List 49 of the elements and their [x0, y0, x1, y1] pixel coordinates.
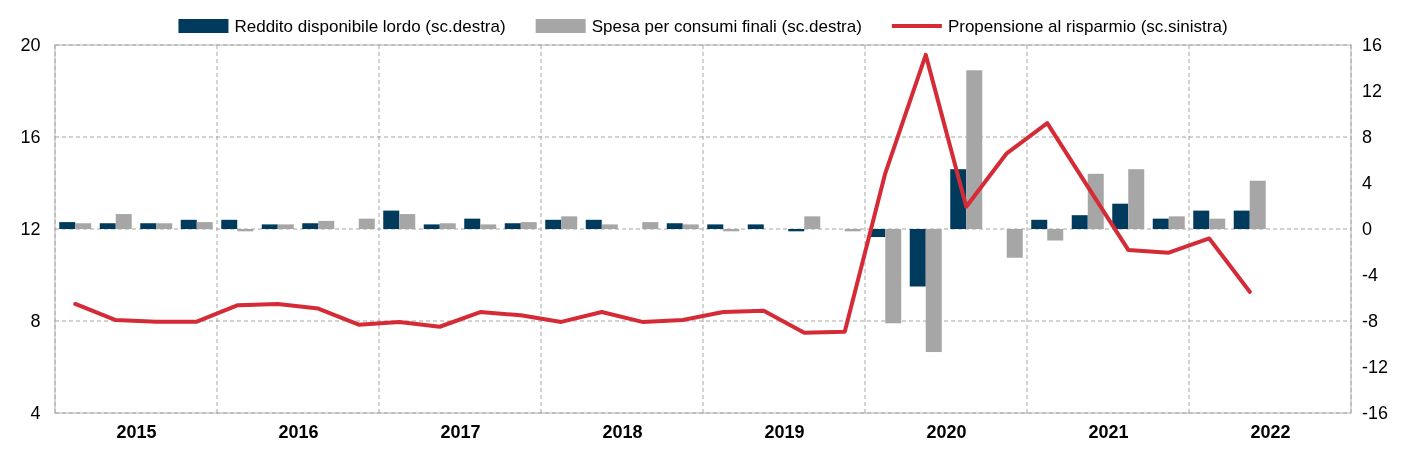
- bar: [261, 224, 278, 229]
- y2-tick-label: -8: [1362, 311, 1379, 332]
- bar: [545, 219, 562, 229]
- x-tick-label: 2016: [278, 421, 319, 442]
- x-tick-label: 2019: [764, 421, 805, 442]
- bar: [909, 229, 926, 287]
- bar: [180, 219, 197, 229]
- y-tick-label: 4: [30, 403, 41, 424]
- bar: [99, 223, 116, 229]
- y2-tick-label: 4: [1362, 173, 1373, 194]
- bar: [1152, 218, 1169, 229]
- y-tick-label: 16: [20, 127, 41, 148]
- bar: [585, 219, 602, 229]
- bar: [747, 224, 764, 229]
- x-tick-label: 2017: [440, 421, 481, 442]
- y2-tick-label: 0: [1362, 219, 1373, 240]
- bar: [302, 223, 319, 229]
- x-tick-label: 2015: [116, 421, 157, 442]
- y2-tick-label: -16: [1362, 403, 1389, 424]
- bar: [221, 219, 238, 229]
- x-tick-label: 2022: [1250, 421, 1291, 442]
- bar: [1031, 219, 1048, 229]
- legend-label: Spesa per consumi finali (sc.destra): [591, 17, 862, 36]
- legend-label: Propensione al risparmio (sc.sinistra): [947, 17, 1228, 36]
- bar: [666, 223, 683, 229]
- x-tick-label: 2018: [602, 421, 643, 442]
- x-tick-label: 2020: [926, 421, 967, 442]
- bar: [1071, 215, 1088, 229]
- x-tick-label: 2021: [1088, 421, 1129, 442]
- bar: [707, 224, 724, 229]
- y2-tick-label: -4: [1362, 265, 1379, 286]
- bar: [1233, 210, 1250, 229]
- bar: [504, 223, 521, 229]
- y2-tick-label: 8: [1362, 127, 1373, 148]
- bar: [140, 223, 157, 229]
- bar: [383, 210, 400, 229]
- y-tick-label: 8: [30, 311, 41, 332]
- y2-tick-label: 16: [1362, 35, 1383, 56]
- line-series: [73, 52, 1252, 335]
- bar: [1112, 203, 1129, 229]
- bar: [423, 224, 440, 229]
- y2-tick-label: -12: [1362, 357, 1389, 378]
- bar: [1193, 210, 1210, 229]
- y-tick-label: 12: [20, 219, 41, 240]
- y-tick-label: 20: [20, 35, 41, 56]
- legend-label: Reddito disponibile lordo (sc.destra): [234, 17, 506, 36]
- bar: [59, 222, 76, 229]
- bar: [464, 218, 481, 229]
- y2-tick-label: 12: [1362, 81, 1383, 102]
